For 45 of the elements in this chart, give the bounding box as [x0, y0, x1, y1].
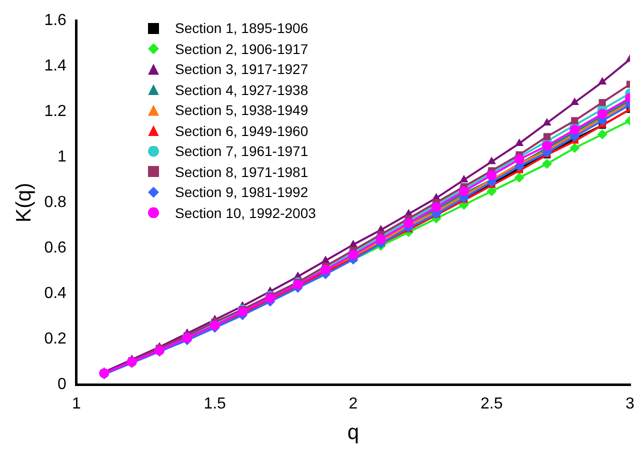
y-tick-label: 1.4 [44, 58, 67, 75]
x-tick-label: 2 [348, 396, 358, 413]
legend-label: Section 7, 1961-1971 [175, 142, 308, 161]
y-tick-label: 1.2 [44, 103, 67, 120]
x-tick-label: 1 [72, 396, 81, 413]
legend-label: Section 2, 1906-1917 [175, 40, 308, 58]
y-tick-label: 0.8 [44, 194, 67, 212]
legend-label: Section 8, 1971-1981 [175, 162, 308, 182]
point [597, 129, 608, 140]
point [514, 138, 524, 146]
y-axis-title: K(q) [12, 182, 36, 222]
legend-label: Section 10, 1992-2003 [175, 204, 316, 222]
y-tick-label: 0.6 [44, 240, 67, 257]
y-tick-label: 0.2 [44, 330, 67, 348]
point [570, 143, 580, 153]
x-axis-title: q [347, 421, 360, 444]
point [543, 133, 550, 140]
point [458, 186, 469, 196]
point [598, 98, 606, 106]
legend-label: Section 4, 1927-1938 [175, 80, 308, 100]
point [571, 117, 578, 124]
point [348, 240, 358, 248]
point [460, 174, 468, 182]
x-tick-label: 1.5 [204, 396, 226, 413]
point [514, 172, 524, 183]
point [598, 77, 607, 85]
y-tick-label: 0.4 [44, 285, 67, 302]
legend-label: Section 6, 1949-1960 [175, 122, 308, 140]
point [487, 156, 496, 164]
point [542, 158, 552, 169]
point [570, 124, 580, 135]
legend-label: Section 9, 1981-1992 [175, 183, 308, 202]
x-tick-label: 2.5 [480, 396, 503, 413]
legend-label: Section 5, 1938-1949 [175, 101, 308, 120]
legend-label: Section 3, 1917-1927 [175, 60, 308, 79]
y-tick-label: 0 [58, 376, 67, 394]
y-tick-label: 1.6 [44, 12, 67, 30]
point [570, 98, 579, 105]
point [542, 118, 552, 126]
point [321, 256, 330, 264]
x-tick-label: 3 [626, 396, 635, 413]
point [597, 108, 608, 119]
point [542, 140, 552, 151]
legend-label: Section 1, 1895-1906 [175, 19, 308, 38]
y-tick-label: 1 [58, 148, 67, 166]
